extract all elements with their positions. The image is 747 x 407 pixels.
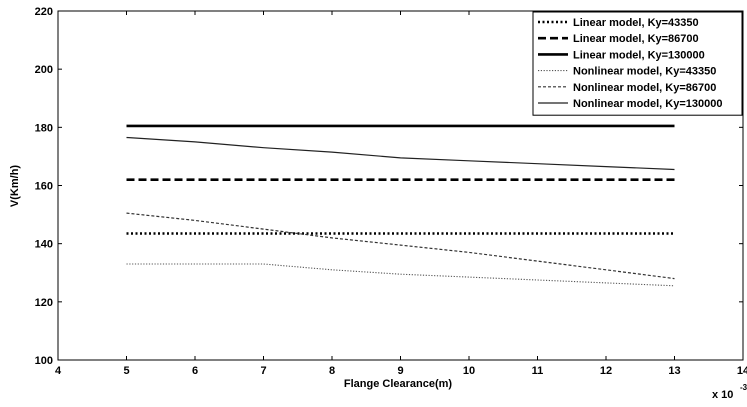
x-tick-label: 7 [260, 365, 266, 377]
x-tick-label: 9 [397, 365, 403, 377]
legend-label-3: Linear model, Ky=130000 [573, 49, 705, 61]
y-axis-label: V(Km/h) [9, 165, 21, 208]
y-tick-label: 200 [35, 64, 53, 76]
y-tick-label: 220 [35, 6, 53, 18]
x-tick-label: 6 [192, 365, 198, 377]
x-tick-label: 8 [329, 365, 335, 377]
x-tick-label: 11 [532, 365, 544, 377]
x-tick-label: 12 [600, 365, 612, 377]
x-axis-label: Flange Clearance(m) [344, 378, 453, 390]
legend-box [532, 11, 743, 116]
series-line-6 [126, 136, 675, 171]
x-tick-label: 5 [123, 365, 129, 377]
x-scale-exponent: -3 [740, 383, 747, 392]
legend: Linear model, Ky=43350 Linear model, Ky=8… [532, 11, 743, 116]
y-tick-label: 140 [35, 239, 53, 251]
x-tick-label: 14 [737, 365, 747, 377]
x-tick-label: 13 [668, 365, 680, 377]
plot-layer [126, 124, 675, 287]
legend-label-5: Nonlinear model, Ky=86700 [573, 82, 716, 94]
legend-label-6: Nonlinear model, Ky=130000 [573, 98, 722, 110]
x-scale-factor: x 10 [712, 389, 733, 401]
x-tick-label: 4 [55, 365, 62, 377]
y-tick-label: 120 [35, 297, 53, 309]
legend-label-4: Nonlinear model, Ky=43350 [573, 66, 716, 78]
legend-label-1: Linear model, Ky=43350 [573, 17, 699, 29]
series-line-4 [126, 263, 675, 287]
series-line-5 [126, 212, 675, 280]
x-tick-label: 10 [463, 365, 475, 377]
legend-label-2: Linear model, Ky=86700 [573, 33, 699, 45]
y-tick-label: 100 [35, 355, 53, 367]
y-tick-label: 180 [35, 122, 53, 134]
y-tick-label: 160 [35, 181, 53, 193]
